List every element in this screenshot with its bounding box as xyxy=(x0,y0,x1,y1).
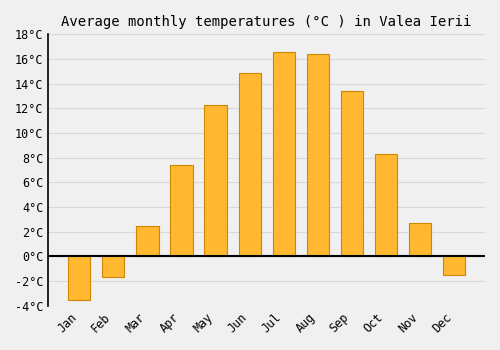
Bar xyxy=(68,257,90,300)
Bar xyxy=(375,154,397,257)
Bar xyxy=(443,257,465,275)
Bar xyxy=(136,226,158,257)
Bar xyxy=(170,165,192,257)
Bar xyxy=(102,257,124,278)
Bar xyxy=(306,54,329,257)
Bar xyxy=(204,105,227,257)
Bar xyxy=(409,223,431,257)
Title: Average monthly temperatures (°C ) in Valea Ierii: Average monthly temperatures (°C ) in Va… xyxy=(62,15,472,29)
Bar xyxy=(341,91,363,257)
Bar xyxy=(272,51,295,257)
Bar xyxy=(238,72,260,257)
